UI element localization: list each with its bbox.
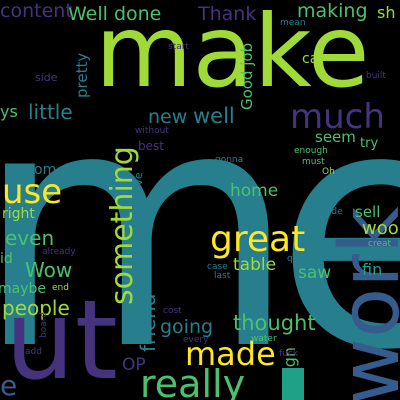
word-add: add xyxy=(25,347,42,357)
word-seem: seem xyxy=(315,128,356,146)
word-maybe: maybe xyxy=(0,281,47,297)
word-car: car xyxy=(302,51,325,67)
word-without: without xyxy=(135,126,169,136)
word-me: me xyxy=(0,38,400,400)
word-side: side xyxy=(35,71,58,84)
word-use: use xyxy=(2,172,63,212)
word-sh: sh xyxy=(377,3,396,22)
word-well-done: Well done xyxy=(68,3,162,25)
word-right: right xyxy=(2,206,35,222)
word-water: water xyxy=(251,334,277,344)
word-even: even xyxy=(5,226,55,250)
word-making: making xyxy=(297,0,368,22)
word-mean: mean xyxy=(280,18,306,28)
word-going: going xyxy=(160,316,214,338)
word-content: content xyxy=(0,0,73,22)
green-block-shape xyxy=(282,368,304,400)
word-fin: fin xyxy=(362,260,383,279)
word-woo: woo xyxy=(362,218,399,239)
word-op: OP xyxy=(122,355,146,375)
word-every: every xyxy=(183,335,209,345)
word-really: really xyxy=(140,362,246,400)
word-thank: Thank xyxy=(198,3,257,25)
word-e-bottom: e xyxy=(0,369,18,400)
word-board: board xyxy=(39,312,49,338)
word-much: much xyxy=(290,97,385,137)
word-make: make xyxy=(95,0,370,110)
word-wow: Wow xyxy=(25,258,73,282)
word-enough: enough xyxy=(294,146,328,156)
word-cost: cost xyxy=(163,306,182,316)
word-people: people xyxy=(2,296,70,320)
word-home: home xyxy=(230,181,279,201)
word-last: last xyxy=(214,271,231,281)
word-built: built xyxy=(366,71,386,81)
word-ys: ys xyxy=(0,102,18,121)
word-room: room xyxy=(20,162,57,178)
word-inside: inside xyxy=(316,207,343,217)
word-id: id xyxy=(0,251,13,267)
word-best: best xyxy=(138,139,164,153)
word-little: little xyxy=(28,100,73,124)
word-year: year xyxy=(198,166,236,186)
word-end: end xyxy=(52,283,69,293)
word-question: question xyxy=(287,254,326,264)
word-fuck: fuck xyxy=(279,349,299,359)
word-pretty: pretty xyxy=(73,52,91,98)
word-case: case xyxy=(207,262,228,272)
word-new: new xyxy=(148,106,188,128)
word-gonna: gonna xyxy=(215,155,244,165)
word-must: must xyxy=(302,157,325,167)
word-sell: sell xyxy=(355,203,381,221)
word-saw: saw xyxy=(298,263,332,283)
word-thought: thought xyxy=(233,311,316,335)
word-made: made xyxy=(185,335,276,373)
word-table: table xyxy=(233,255,277,275)
word-try: try xyxy=(360,136,379,151)
word-well: well xyxy=(193,104,235,128)
word-start: start xyxy=(168,42,189,52)
word-great: great xyxy=(210,219,306,260)
word-ut: ut xyxy=(5,276,118,400)
word-already: already xyxy=(42,247,76,257)
word-impressive: impressive xyxy=(132,172,145,232)
word-friend: friend xyxy=(136,293,160,353)
word-good-job: Good job xyxy=(238,42,256,110)
word-creat: creat xyxy=(368,239,392,249)
word-oh: Oh xyxy=(322,167,335,177)
